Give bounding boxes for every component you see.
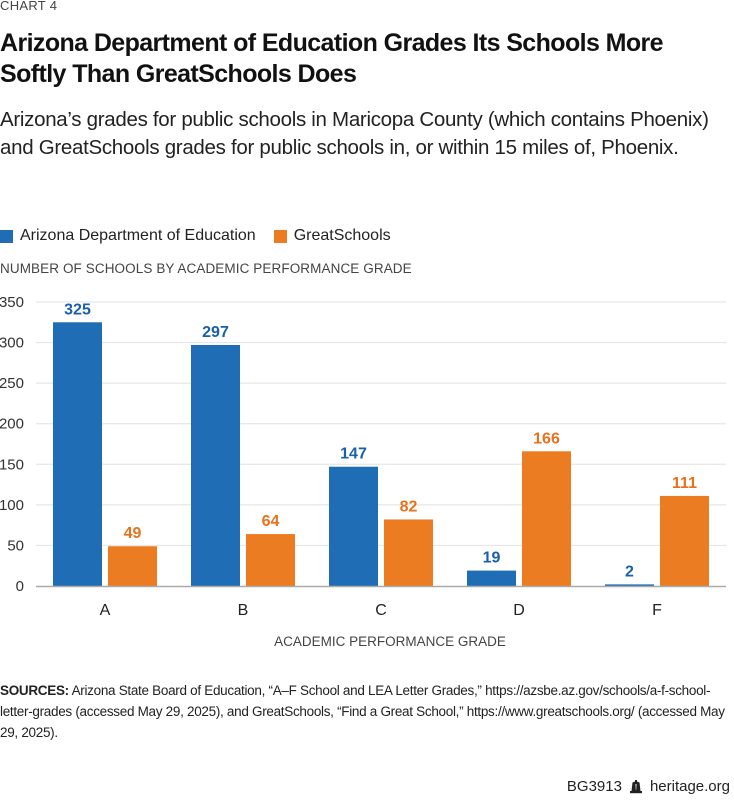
- report-id: BG3913: [566, 778, 622, 795]
- x-tick-label: A: [100, 602, 111, 619]
- sources-label: SOURCES:: [0, 683, 69, 698]
- bar-azed: [467, 570, 516, 586]
- y-tick-label: 150: [0, 456, 24, 473]
- y-tick-label: 250: [0, 375, 24, 392]
- sources-note: SOURCES: Arizona State Board of Educatio…: [0, 680, 730, 743]
- x-tick-label: C: [375, 602, 387, 619]
- data-label: 64: [262, 513, 280, 530]
- bar-azed: [329, 466, 378, 586]
- legend-swatch-azed: [0, 229, 13, 243]
- footer-credit: BG3913 heritage.org: [567, 778, 730, 795]
- liberty-bell-icon: [629, 779, 642, 793]
- bar-greatschools: [522, 451, 571, 586]
- y-tick-label: 300: [0, 335, 24, 352]
- x-tick-label: D: [513, 602, 525, 619]
- chart-number: CHART 4: [0, 0, 58, 13]
- y-tick-label: 50: [7, 537, 24, 554]
- bar-greatschools: [660, 495, 709, 586]
- data-label: 297: [202, 324, 229, 341]
- legend-label-greatschools: GreatSchools: [293, 227, 391, 244]
- data-label: 147: [340, 446, 367, 463]
- bar-azed: [605, 584, 654, 586]
- sources-text: Arizona State Board of Education, “A–F S…: [0, 683, 725, 740]
- site-url: heritage.org: [649, 778, 730, 795]
- bar-greatschools: [246, 534, 295, 586]
- chart-subtitle: Arizona’s grades for public schools in M…: [0, 108, 709, 159]
- bar-greatschools: [108, 546, 157, 586]
- data-label: 166: [533, 430, 560, 447]
- x-tick-label: B: [238, 602, 249, 619]
- legend-item-greatschools: GreatSchools: [273, 227, 391, 245]
- legend-label-azed: Arizona Department of Education: [20, 227, 256, 244]
- bar-azed: [191, 345, 240, 586]
- data-label: 325: [64, 301, 91, 318]
- data-label: 2: [625, 563, 634, 580]
- y-tick-label: 0: [16, 578, 24, 595]
- y-tick-label: 200: [0, 416, 24, 433]
- y-tick-label: 350: [0, 294, 24, 311]
- legend: Arizona Department of Education GreatSch…: [0, 227, 409, 245]
- data-label: 49: [124, 525, 142, 542]
- data-label: 82: [400, 498, 418, 515]
- bar-azed: [53, 322, 102, 586]
- data-label: 19: [483, 550, 501, 567]
- legend-swatch-greatschools: [273, 229, 287, 243]
- bar-chart: 0 50 100 150 200 250 300 350 325 49 A 297 64 B 147 82 C 1…: [0, 294, 726, 649]
- y-tick-label: 100: [0, 497, 24, 514]
- data-label: 111: [672, 475, 697, 492]
- x-tick-label: F: [652, 602, 662, 619]
- chart-title: Arizona Department of Education Grades I…: [0, 29, 664, 88]
- legend-item-azed: Arizona Department of Education: [0, 227, 256, 245]
- y-axis-label: NUMBER OF SCHOOLS BY ACADEMIC PERFORMANC…: [0, 261, 412, 276]
- bar-greatschools: [384, 519, 433, 586]
- x-axis-title: ACADEMIC PERFORMANCE GRADE: [274, 634, 506, 649]
